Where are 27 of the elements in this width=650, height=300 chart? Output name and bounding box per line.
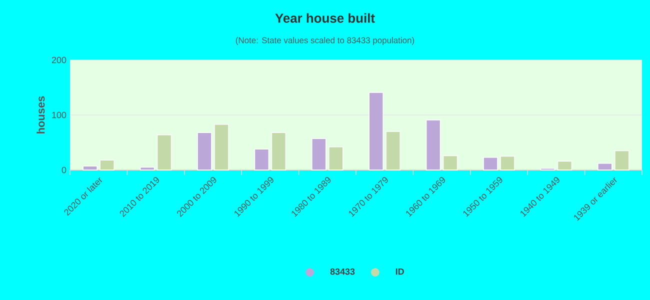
bar <box>328 146 344 170</box>
bar <box>386 131 401 170</box>
bar <box>598 163 612 170</box>
y-axis-title: houses <box>36 96 45 134</box>
bar <box>500 156 515 170</box>
bar <box>557 160 572 170</box>
bar <box>426 120 441 170</box>
bar <box>254 148 270 170</box>
chart-title: Year house built <box>275 13 375 23</box>
bar <box>483 156 498 170</box>
chart-subtitle: (Note: State values scaled to 83433 population) <box>236 37 414 45</box>
y-tick-label: 0 <box>62 166 66 174</box>
bar <box>271 132 286 170</box>
y-tick-label: 100 <box>52 112 66 118</box>
bar <box>100 160 115 170</box>
bar <box>442 155 458 170</box>
bar <box>140 166 155 170</box>
bar <box>368 92 384 170</box>
bar <box>312 138 326 170</box>
bar <box>156 134 172 170</box>
legend-label: 83433 <box>330 268 355 275</box>
bar <box>214 124 229 170</box>
bar <box>614 150 630 170</box>
bar <box>197 132 212 170</box>
y-tick-label: 200 <box>52 56 66 64</box>
bar <box>82 166 98 170</box>
legend-label: ID <box>396 268 404 275</box>
